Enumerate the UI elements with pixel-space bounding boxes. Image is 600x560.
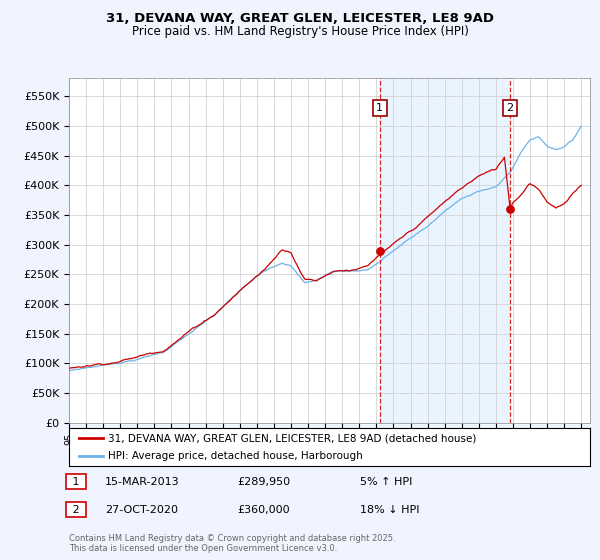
- Text: HPI: Average price, detached house, Harborough: HPI: Average price, detached house, Harb…: [108, 451, 363, 461]
- Text: 31, DEVANA WAY, GREAT GLEN, LEICESTER, LE8 9AD (detached house): 31, DEVANA WAY, GREAT GLEN, LEICESTER, L…: [108, 433, 476, 443]
- Text: Price paid vs. HM Land Registry's House Price Index (HPI): Price paid vs. HM Land Registry's House …: [131, 25, 469, 38]
- Text: £289,950: £289,950: [237, 477, 290, 487]
- Text: 27-OCT-2020: 27-OCT-2020: [105, 505, 178, 515]
- Point: [375, 246, 385, 255]
- Text: Contains HM Land Registry data © Crown copyright and database right 2025.
This d: Contains HM Land Registry data © Crown c…: [69, 534, 395, 553]
- Text: 2: 2: [506, 103, 514, 113]
- Text: 1: 1: [69, 477, 83, 487]
- Text: 5% ↑ HPI: 5% ↑ HPI: [360, 477, 412, 487]
- Text: 31, DEVANA WAY, GREAT GLEN, LEICESTER, LE8 9AD: 31, DEVANA WAY, GREAT GLEN, LEICESTER, L…: [106, 12, 494, 25]
- Text: 18% ↓ HPI: 18% ↓ HPI: [360, 505, 419, 515]
- Text: 2: 2: [69, 505, 83, 515]
- Text: £360,000: £360,000: [237, 505, 290, 515]
- Bar: [380, 78, 510, 423]
- Text: 15-MAR-2013: 15-MAR-2013: [105, 477, 179, 487]
- Text: 1: 1: [376, 103, 383, 113]
- Point: [505, 204, 515, 213]
